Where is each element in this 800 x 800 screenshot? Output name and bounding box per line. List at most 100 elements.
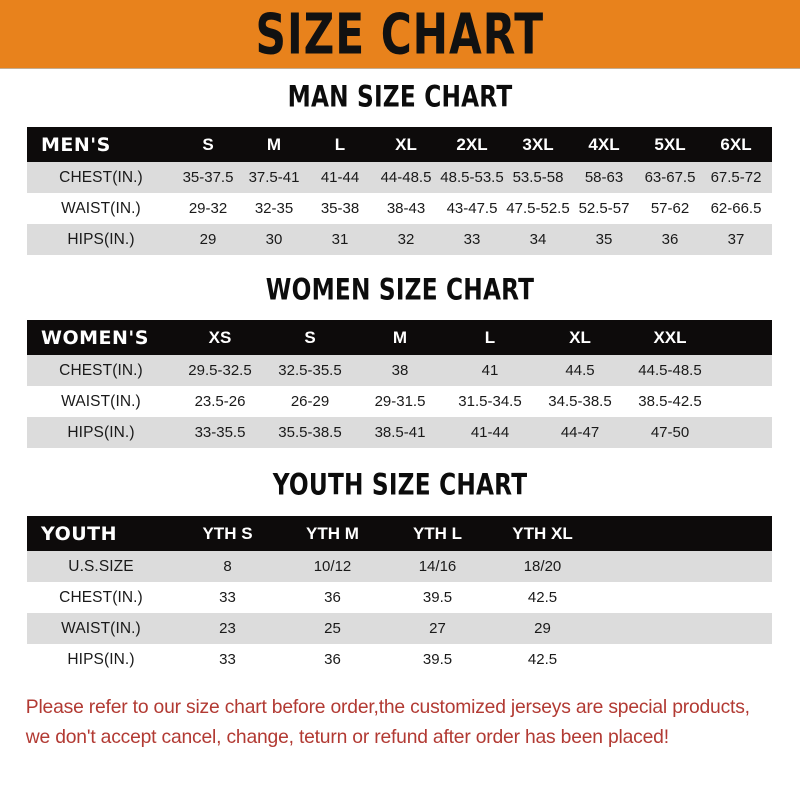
size-table-youth: YOUTH YTH S YTH M YTH L YTH XL U.S.SIZE 8 10/12… <box>27 516 772 675</box>
cell-1-4: 44-48.5 <box>380 169 432 186</box>
cell-3-3: 27 <box>429 620 446 637</box>
header-filler-cell <box>595 516 772 551</box>
row-filler-cell <box>595 644 772 675</box>
cell-2-3: 29-31.5 <box>374 393 426 410</box>
cell-1-3: 38 <box>391 362 409 379</box>
cell-3-1: 23 <box>219 620 236 637</box>
column-header-4: XL <box>395 134 417 154</box>
cell-2-9: 62-66.5 <box>710 200 762 217</box>
row-filler-cell <box>715 386 772 417</box>
cell-2-4: 42.5 <box>527 589 558 606</box>
column-header-4: L <box>484 327 496 347</box>
cell-2-4: 31.5-34.5 <box>458 393 522 410</box>
page-title: SIZE CHART <box>255 1 545 67</box>
cell-1-5: 48.5-53.5 <box>440 169 504 186</box>
cell-1-2: 10/12 <box>313 558 352 575</box>
header-filler-cell <box>769 127 772 162</box>
cell-3-2: 25 <box>324 620 341 637</box>
cell-3-4: 32 <box>397 231 415 248</box>
cell-2-8: 57-62 <box>650 200 690 217</box>
column-header-2: M <box>266 134 282 154</box>
table-women: WOMEN'S XS S M L XL XXL CHEST(IN.) 29.5-32.5 32.5… <box>27 320 773 448</box>
cell-4-4: 42.5 <box>527 651 558 668</box>
table-header-label: WOMEN'S <box>41 326 149 349</box>
disclaimer-line-2: we don't accept cancel, change, teturn o… <box>25 725 669 748</box>
column-header-9: 6XL <box>720 134 752 154</box>
table-row: HIPS(IN.) 33-35.5 35.5-38.5 38.5-41 41-44 44-… <box>27 417 772 448</box>
row-label: CHEST(IN.) <box>59 168 143 186</box>
column-header-1: S <box>202 134 214 154</box>
cell-3-4: 41-44 <box>470 424 510 441</box>
column-header-2: S <box>304 327 316 347</box>
table-row: U.S.SIZE 8 10/12 14/16 18/20 <box>27 551 772 582</box>
cell-1-7: 58-63 <box>584 169 624 186</box>
size-table-women: WOMEN'S XS S M L XL XXL CHEST(IN.) 29.5-32.5 32.5… <box>27 320 772 448</box>
disclaimer-line-1: Please refer to our size chart before or… <box>25 696 750 718</box>
cell-3-4: 29 <box>534 620 551 637</box>
cell-2-1: 23.5-26 <box>194 393 246 410</box>
section-women: WOMEN SIZE CHART WOMEN'S XS S M L XL XXL CHEST(… <box>0 272 800 448</box>
cell-2-3: 39.5 <box>422 589 453 606</box>
row-label: HIPS(IN.) <box>67 650 135 668</box>
cell-1-6: 44.5-48.5 <box>638 362 702 379</box>
row-filler-cell <box>715 355 772 386</box>
cell-2-2: 32-35 <box>254 200 294 217</box>
cell-2-7: 52.5-57 <box>578 200 630 217</box>
cell-1-3: 14/16 <box>418 558 457 575</box>
cell-3-1: 29 <box>199 231 217 248</box>
table-header-row: MEN'S S M L XL 2XL 3XL 4XL 5XL 6XL <box>27 127 772 162</box>
cell-3-2: 35.5-38.5 <box>278 424 342 441</box>
cell-3-6: 34 <box>529 231 547 248</box>
row-filler-cell <box>595 551 772 582</box>
cell-3-7: 35 <box>595 231 613 248</box>
table-row: WAIST(IN.) 23 25 27 29 <box>27 613 772 644</box>
row-filler-cell <box>715 417 772 448</box>
row-label: HIPS(IN.) <box>67 230 135 248</box>
column-header-7: 4XL <box>588 134 620 154</box>
cell-1-4: 41 <box>481 362 499 379</box>
order-disclaimer: Please refer to our size chart before or… <box>4 693 796 752</box>
cell-2-6: 47.5-52.5 <box>506 200 570 217</box>
size-chart-banner: SIZE CHART <box>0 0 800 68</box>
table-row: WAIST(IN.) 23.5-26 26-29 29-31.5 31.5-34.5 34… <box>27 386 772 417</box>
row-label: CHEST(IN.) <box>59 588 143 606</box>
cell-2-2: 36 <box>324 589 341 606</box>
column-header-2: YTH M <box>306 523 359 543</box>
cell-3-3: 31 <box>331 231 349 248</box>
row-label: HIPS(IN.) <box>67 423 135 441</box>
cell-1-6: 53.5-58 <box>512 169 564 186</box>
section-man: MAN SIZE CHART MEN'S S M L XL 2XL 3XL 4XL 5XL 6XL… <box>0 79 800 255</box>
cell-2-1: 33 <box>219 589 236 606</box>
cell-3-5: 33 <box>463 231 481 248</box>
cell-1-1: 29.5-32.5 <box>188 362 252 379</box>
table-header-label: YOUTH <box>41 522 118 545</box>
cell-3-5: 44-47 <box>560 424 600 441</box>
cell-4-1: 33 <box>219 651 236 668</box>
row-label: U.S.SIZE <box>68 557 134 575</box>
cell-1-5: 44.5 <box>565 362 595 379</box>
column-header-4: YTH XL <box>512 523 573 543</box>
cell-1-9: 67.5-72 <box>710 169 762 186</box>
cell-2-1: 29-32 <box>188 200 228 217</box>
section-title-man: MAN SIZE CHART <box>287 79 513 114</box>
column-header-6: 3XL <box>522 134 554 154</box>
row-filler-cell <box>595 613 772 644</box>
table-row: HIPS(IN.) 29 30 31 32 33 34 35 36 37 <box>27 224 772 255</box>
row-filler-cell <box>769 224 772 255</box>
table-row: WAIST(IN.) 29-32 32-35 35-38 38-43 43-47.5 47.… <box>27 193 772 224</box>
cell-3-1: 33-35.5 <box>194 424 246 441</box>
cell-1-1: 35-37.5 <box>182 169 234 186</box>
section-title-women: WOMEN SIZE CHART <box>265 272 535 307</box>
table-row: CHEST(IN.) 33 36 39.5 42.5 <box>27 582 772 613</box>
cell-2-4: 38-43 <box>386 200 426 217</box>
column-header-1: YTH S <box>202 523 253 543</box>
row-label: WAIST(IN.) <box>61 392 141 410</box>
column-header-5: XL <box>569 327 591 347</box>
row-label: WAIST(IN.) <box>61 619 141 637</box>
column-header-3: M <box>392 327 408 347</box>
cell-1-2: 32.5-35.5 <box>278 362 342 379</box>
column-header-5: 2XL <box>456 134 488 154</box>
cell-1-1: 8 <box>223 558 232 575</box>
row-label: CHEST(IN.) <box>59 361 143 379</box>
column-header-6: XXL <box>653 327 687 347</box>
